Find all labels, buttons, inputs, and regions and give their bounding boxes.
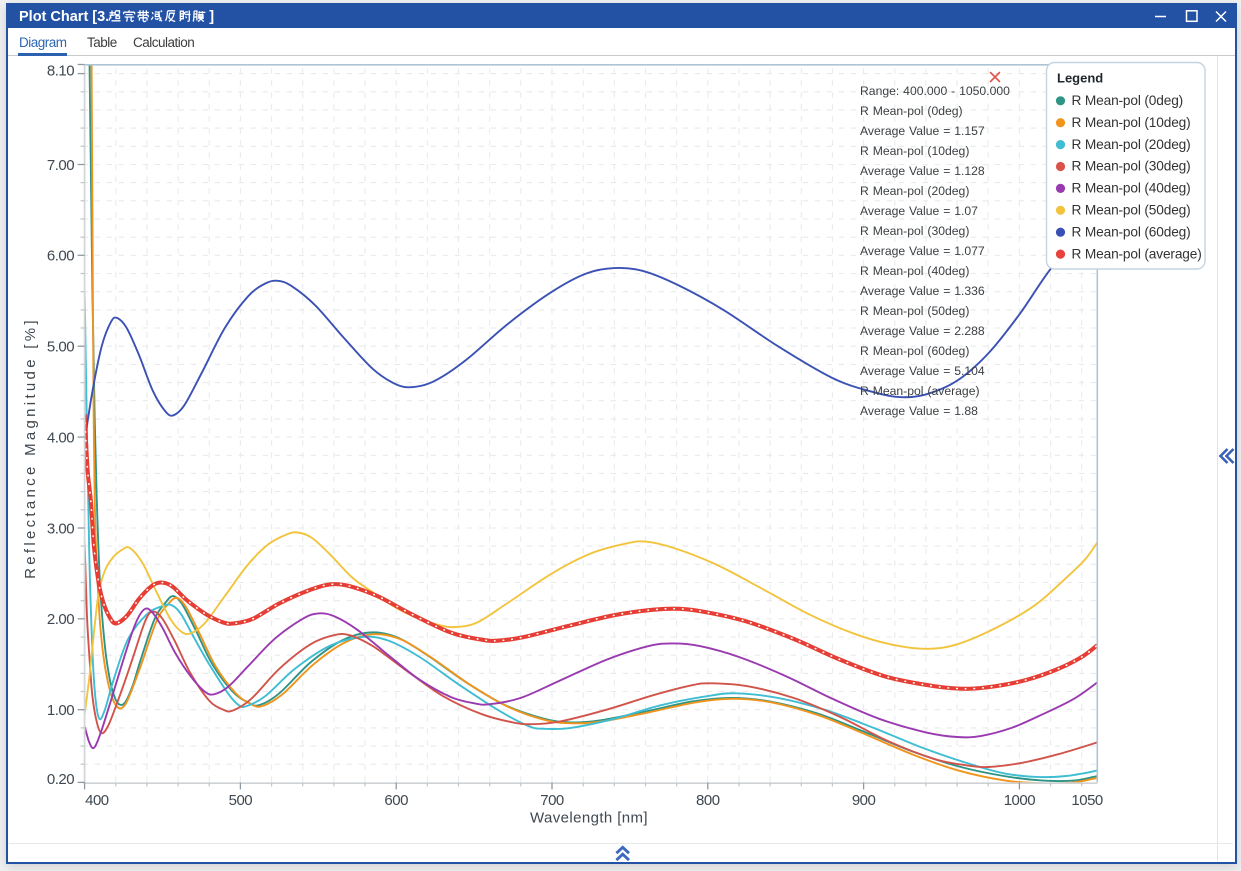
svg-text:700: 700 bbox=[540, 792, 564, 809]
svg-text:Average Value = 1.157: Average Value = 1.157 bbox=[860, 124, 985, 138]
svg-text:600: 600 bbox=[384, 792, 408, 809]
svg-text:Average Value = 1.88: Average Value = 1.88 bbox=[860, 404, 978, 418]
svg-text:1.00: 1.00 bbox=[47, 702, 74, 719]
svg-text:Average Value = 5.104: Average Value = 5.104 bbox=[860, 364, 985, 378]
svg-text:Average Value = 1.077: Average Value = 1.077 bbox=[860, 244, 985, 258]
svg-text:R Mean-pol (30deg): R Mean-pol (30deg) bbox=[1072, 159, 1191, 174]
svg-text:Average Value = 1.336: Average Value = 1.336 bbox=[860, 284, 985, 298]
svg-text:3.00: 3.00 bbox=[47, 520, 74, 537]
svg-text:Legend: Legend bbox=[1057, 71, 1103, 86]
svg-text:R Mean-pol (40deg): R Mean-pol (40deg) bbox=[1072, 181, 1191, 196]
svg-text:R Mean-pol (20deg): R Mean-pol (20deg) bbox=[1072, 137, 1191, 152]
svg-text:1000: 1000 bbox=[1004, 792, 1036, 809]
svg-text:7.00: 7.00 bbox=[47, 157, 74, 174]
svg-text:R Mean-pol (0deg): R Mean-pol (0deg) bbox=[860, 104, 963, 118]
svg-text:R Mean-pol (10deg): R Mean-pol (10deg) bbox=[860, 144, 969, 158]
svg-text:Average Value = 1.128: Average Value = 1.128 bbox=[860, 164, 985, 178]
svg-text:5.00: 5.00 bbox=[47, 339, 74, 356]
svg-text:R Mean-pol (30deg): R Mean-pol (30deg) bbox=[860, 224, 969, 238]
svg-text:1050: 1050 bbox=[1071, 792, 1103, 809]
svg-text:Wavelength [nm]: Wavelength [nm] bbox=[530, 810, 648, 827]
svg-text:0.20: 0.20 bbox=[47, 771, 74, 788]
svg-text:R Mean-pol (40deg): R Mean-pol (40deg) bbox=[860, 264, 969, 278]
svg-text:R Mean-pol (50deg): R Mean-pol (50deg) bbox=[860, 304, 969, 318]
svg-text:R Mean-pol (average): R Mean-pol (average) bbox=[860, 384, 980, 398]
svg-text:6.00: 6.00 bbox=[47, 248, 74, 265]
svg-text:8.10: 8.10 bbox=[47, 62, 74, 79]
svg-text:R Mean-pol (60deg): R Mean-pol (60deg) bbox=[1072, 224, 1191, 239]
svg-text:4.00: 4.00 bbox=[47, 429, 74, 446]
svg-text:Average Value = 1.07: Average Value = 1.07 bbox=[860, 204, 978, 218]
svg-text:400: 400 bbox=[85, 792, 109, 809]
svg-text:900: 900 bbox=[852, 792, 876, 809]
svg-text:2.00: 2.00 bbox=[47, 611, 74, 628]
svg-text:Average Value = 2.288: Average Value = 2.288 bbox=[860, 324, 985, 338]
svg-text:R Mean-pol (0deg): R Mean-pol (0deg) bbox=[1072, 93, 1184, 108]
svg-text:R Mean-pol (20deg): R Mean-pol (20deg) bbox=[860, 184, 969, 198]
svg-text:R Mean-pol (60deg): R Mean-pol (60deg) bbox=[860, 344, 969, 358]
svg-text:Reflectance Magnitude [%]: Reflectance Magnitude [%] bbox=[22, 317, 39, 579]
svg-text:500: 500 bbox=[229, 792, 253, 809]
svg-text:R Mean-pol (average): R Mean-pol (average) bbox=[1072, 246, 1202, 261]
svg-text:Range: 400.000 - 1050.000: Range: 400.000 - 1050.000 bbox=[860, 84, 1010, 98]
svg-text:800: 800 bbox=[696, 792, 720, 809]
svg-text:R Mean-pol (50deg): R Mean-pol (50deg) bbox=[1072, 203, 1191, 218]
svg-text:R Mean-pol (10deg): R Mean-pol (10deg) bbox=[1072, 115, 1191, 130]
